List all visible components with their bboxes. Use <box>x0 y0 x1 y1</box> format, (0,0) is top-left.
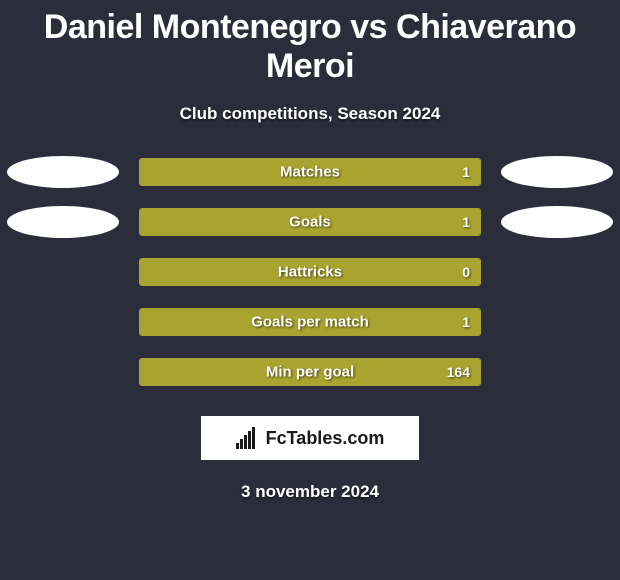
logo: FcTables.com <box>201 416 419 460</box>
stat-row: Goals 1 <box>0 206 620 238</box>
stat-label: Min per goal <box>266 364 354 381</box>
vs-text: vs <box>350 8 387 46</box>
stat-value: 1 <box>462 314 470 330</box>
stat-row: Hattricks 0 <box>0 256 620 288</box>
date: 3 november 2024 <box>0 482 620 502</box>
stat-bar: Matches 1 <box>139 158 481 186</box>
stat-bar: Min per goal 164 <box>139 358 481 386</box>
right-ellipse <box>501 206 613 238</box>
comparison-infographic: Daniel Montenegro vs Chiaverano Meroi Cl… <box>0 0 620 502</box>
left-ellipse <box>7 156 119 188</box>
stat-row: Matches 1 <box>0 156 620 188</box>
stat-label: Matches <box>280 164 340 181</box>
stat-bar: Hattricks 0 <box>139 258 481 286</box>
stat-value: 1 <box>462 214 470 230</box>
stat-bar: Goals per match 1 <box>139 308 481 336</box>
page-title: Daniel Montenegro vs Chiaverano Meroi <box>0 8 620 86</box>
subtitle: Club competitions, Season 2024 <box>0 104 620 124</box>
stats-rows: Matches 1 Goals 1 Hattricks 0 Goals per match 1… <box>0 156 620 388</box>
stat-label: Goals per match <box>251 314 369 331</box>
barchart-icon <box>236 427 262 449</box>
stat-bar: Goals 1 <box>139 208 481 236</box>
stat-row: Goals per match 1 <box>0 306 620 338</box>
logo-text: FcTables.com <box>266 428 385 449</box>
stat-value: 164 <box>447 364 470 380</box>
player1-name: Daniel Montenegro <box>44 8 342 46</box>
stat-label: Hattricks <box>278 264 342 281</box>
stat-label: Goals <box>289 214 331 231</box>
left-ellipse <box>7 206 119 238</box>
stat-value: 0 <box>462 264 470 280</box>
right-ellipse <box>501 156 613 188</box>
stat-row: Min per goal 164 <box>0 356 620 388</box>
stat-value: 1 <box>462 164 470 180</box>
